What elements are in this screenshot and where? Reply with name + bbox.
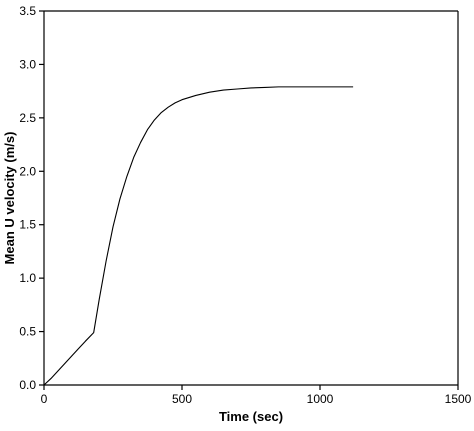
y-axis-ticks: 0.0 0.5 1.0 1.5 2.0 2.5 3.0 3.5 [19, 4, 44, 392]
y-tick-label: 0.5 [19, 325, 36, 339]
y-tick-label: 0.0 [19, 378, 36, 392]
x-tick-label: 1000 [307, 392, 334, 406]
y-tick-label: 2.5 [19, 111, 36, 125]
x-tick-label: 500 [172, 392, 192, 406]
x-tick-label: 0 [41, 392, 48, 406]
y-tick-label: 1.5 [19, 218, 36, 232]
y-tick-label: 1.0 [19, 271, 36, 285]
x-tick-label: 1500 [445, 392, 472, 406]
y-tick-label: 3.5 [19, 4, 36, 18]
y-tick-label: 3.0 [19, 57, 36, 71]
series-line [43, 86, 354, 386]
series-layer [43, 86, 354, 386]
y-axis-title: Mean U velocity (m/s) [2, 132, 17, 265]
x-axis-title: Time (sec) [219, 409, 283, 424]
y-tick-label: 2.0 [19, 164, 36, 178]
plot-frame [43, 10, 459, 386]
x-axis-ticks: 0 500 1000 1500 [41, 385, 472, 406]
